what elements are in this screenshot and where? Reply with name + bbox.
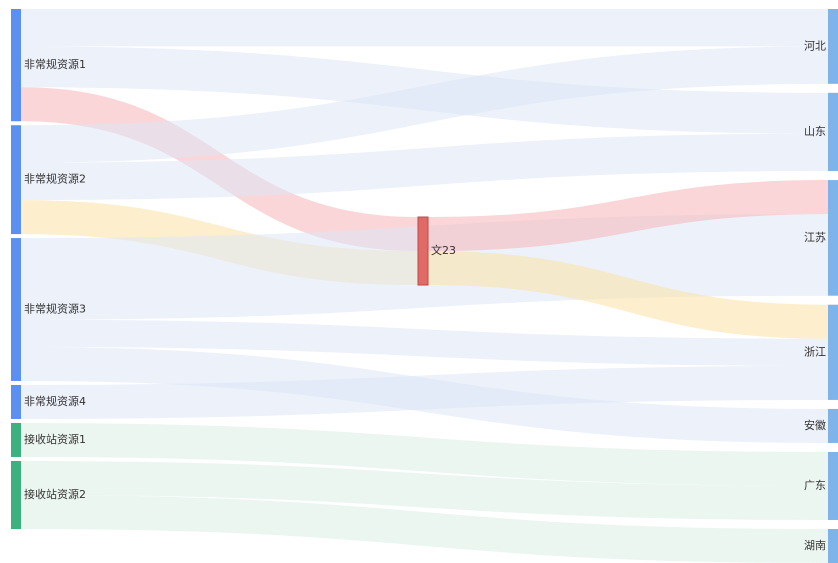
- link-j2-guangdong-12[interactable]: [21, 460, 828, 520]
- link-w23-jiangsu-14[interactable]: [428, 180, 828, 252]
- labels-layer: 非常规资源1 非常规资源2 非常规资源3 非常规资源4 接收站资源1 接收站资源2 文23 河…: [24, 39, 826, 552]
- link-s2-hebei-4[interactable]: [21, 46, 828, 163]
- node-label-jiangsu: 江苏: [804, 231, 826, 244]
- link-w23-zhejiang-15[interactable]: [428, 251, 828, 339]
- node-hebei[interactable]: [828, 9, 838, 84]
- node-zhejiang[interactable]: [828, 304, 838, 400]
- node-label-anhui: 安徽: [804, 418, 826, 432]
- link-s3-jiangsu-7[interactable]: [21, 254, 828, 320]
- link-s2-shandong-5[interactable]: [21, 133, 828, 201]
- node-label-s3: 非常规资源3: [24, 302, 86, 316]
- node-s1[interactable]: [11, 9, 21, 122]
- node-label-guangdong: 广东: [804, 479, 826, 492]
- node-s4[interactable]: [11, 384, 21, 419]
- node-s2[interactable]: [11, 125, 21, 235]
- node-anhui[interactable]: [828, 408, 838, 443]
- node-guangdong[interactable]: [828, 451, 838, 520]
- node-w23[interactable]: [417, 216, 429, 286]
- node-hunan[interactable]: [828, 528, 838, 563]
- node-shandong[interactable]: [828, 92, 838, 172]
- link-s4-zhejiang-10[interactable]: [21, 365, 828, 419]
- node-jiangsu[interactable]: [828, 180, 838, 296]
- node-label-j1: 接收站资源1: [24, 432, 86, 446]
- node-label-s4: 非常规资源4: [24, 394, 86, 408]
- link-s3-zhejiang-8[interactable]: [21, 319, 828, 366]
- node-label-s1: 非常规资源1: [24, 57, 86, 71]
- link-s1-hebei-1[interactable]: [21, 9, 828, 47]
- node-j1[interactable]: [11, 422, 21, 457]
- links-layer: [21, 9, 828, 563]
- node-label-j2: 接收站资源2: [24, 487, 86, 501]
- link-j1-guangdong-11[interactable]: [21, 422, 828, 486]
- node-label-s2: 非常规资源2: [24, 172, 86, 186]
- node-label-zhejiang: 浙江: [804, 345, 826, 358]
- node-label-hunan: 湖南: [804, 539, 826, 552]
- node-label-hebei: 河北: [804, 39, 826, 52]
- node-label-w23: 文23: [431, 243, 456, 257]
- nodes-layer: [11, 9, 838, 563]
- node-label-shandong: 山东: [804, 125, 826, 138]
- link-j2-hunan-13[interactable]: [21, 494, 828, 563]
- node-j2[interactable]: [11, 460, 21, 529]
- node-s3[interactable]: [11, 238, 21, 381]
